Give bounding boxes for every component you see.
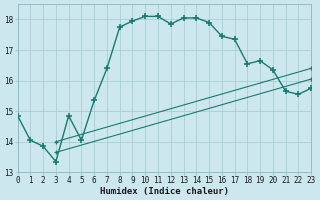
- X-axis label: Humidex (Indice chaleur): Humidex (Indice chaleur): [100, 187, 229, 196]
